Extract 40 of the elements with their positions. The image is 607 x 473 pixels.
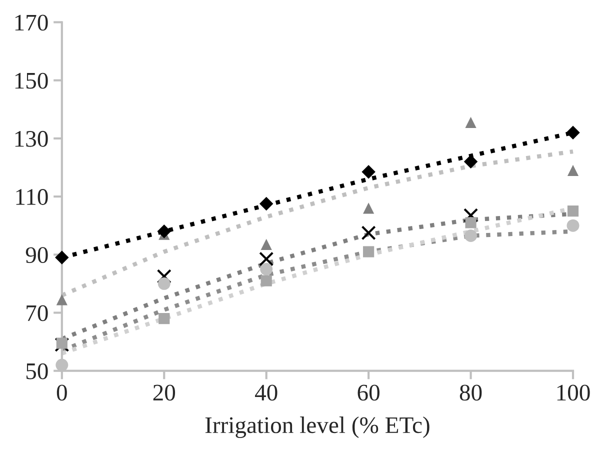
x-tick-label: 60 bbox=[358, 384, 380, 401]
y-tick-label: 150 bbox=[15, 72, 48, 89]
point bbox=[158, 277, 170, 290]
point bbox=[55, 250, 69, 264]
point bbox=[363, 246, 374, 258]
point bbox=[362, 164, 376, 179]
y-tick-label: 130 bbox=[15, 130, 48, 147]
point bbox=[158, 312, 170, 324]
point bbox=[260, 238, 272, 250]
y-tick-label: 90 bbox=[26, 247, 48, 264]
x-tick-label: 40 bbox=[255, 384, 278, 401]
x-tick-label: 100 bbox=[557, 384, 590, 401]
y-tick-label: 50 bbox=[26, 363, 48, 380]
point bbox=[259, 196, 274, 211]
point bbox=[567, 164, 579, 176]
point bbox=[259, 252, 274, 266]
x-axis-title: Irrigation level (% ETc) bbox=[205, 416, 430, 438]
point bbox=[361, 226, 376, 240]
y-tick-label: 70 bbox=[26, 305, 48, 322]
point bbox=[465, 217, 476, 228]
point bbox=[463, 208, 478, 223]
point bbox=[567, 206, 579, 217]
point bbox=[566, 126, 580, 140]
x-tick-label: 20 bbox=[153, 384, 176, 401]
point bbox=[464, 230, 478, 242]
y-tick-label: 170 bbox=[15, 14, 48, 31]
point bbox=[260, 262, 273, 276]
y-tick-label: 110 bbox=[16, 189, 48, 205]
x-tick-label: 80 bbox=[460, 384, 482, 401]
point bbox=[465, 116, 476, 128]
point bbox=[56, 294, 68, 306]
point bbox=[464, 154, 478, 169]
point bbox=[56, 338, 68, 349]
point bbox=[156, 269, 172, 284]
point bbox=[566, 219, 580, 232]
point bbox=[363, 202, 374, 214]
point bbox=[54, 337, 70, 352]
point bbox=[157, 224, 172, 238]
point bbox=[260, 275, 272, 286]
x-tick-label: 0 bbox=[56, 384, 67, 401]
